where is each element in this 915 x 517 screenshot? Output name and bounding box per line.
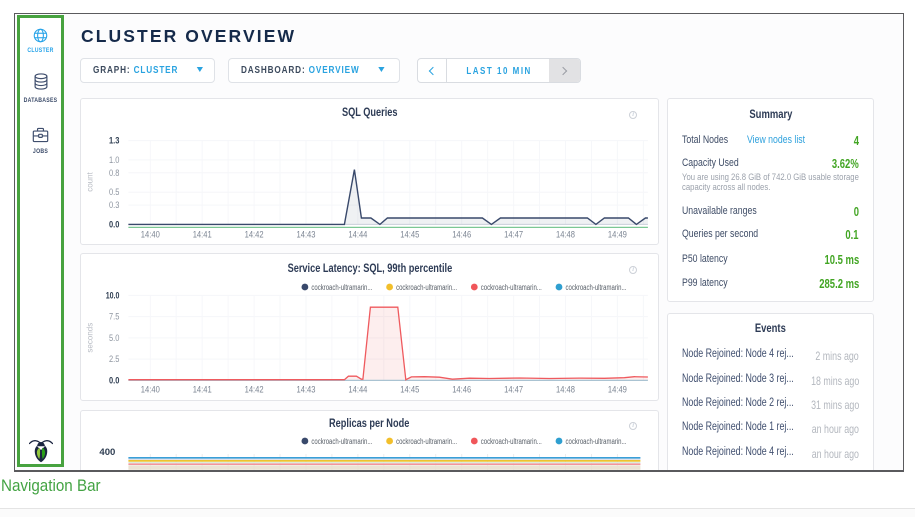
svg-text:cockroach-ultramarin...: cockroach-ultramarin...	[396, 283, 457, 292]
svg-text:14:40: 14:40	[141, 229, 160, 240]
svg-text:400: 400	[99, 447, 115, 458]
svg-text:count: count	[85, 171, 94, 191]
svg-text:14:45: 14:45	[400, 384, 419, 395]
svg-text:14:42: 14:42	[245, 384, 264, 395]
svg-text:cockroach-ultramarin...: cockroach-ultramarin...	[311, 283, 372, 292]
svg-text:14:47: 14:47	[504, 384, 523, 395]
svg-text:0.3: 0.3	[109, 200, 119, 211]
svg-text:cockroach-ultramarin...: cockroach-ultramarin...	[566, 437, 627, 446]
svg-text:14:49: 14:49	[608, 229, 627, 240]
svg-text:cockroach-ultramarin...: cockroach-ultramarin...	[481, 437, 542, 446]
svg-text:14:45: 14:45	[400, 229, 419, 240]
svg-text:cockroach-ultramarin...: cockroach-ultramarin...	[566, 283, 627, 292]
svg-text:cockroach-ultramarin...: cockroach-ultramarin...	[481, 283, 542, 292]
svg-text:14:44: 14:44	[348, 384, 367, 395]
svg-text:14:48: 14:48	[556, 229, 575, 240]
svg-text:0.5: 0.5	[109, 187, 119, 198]
svg-text:1.3: 1.3	[109, 135, 119, 146]
svg-text:cockroach-ultramarin...: cockroach-ultramarin...	[311, 437, 372, 446]
svg-text:14:47: 14:47	[504, 229, 523, 240]
svg-text:10.0: 10.0	[106, 290, 120, 301]
svg-text:2.5: 2.5	[109, 354, 119, 365]
svg-text:14:49: 14:49	[608, 384, 627, 395]
svg-text:14:41: 14:41	[193, 384, 212, 395]
svg-text:1.0: 1.0	[109, 154, 119, 165]
svg-text:14:43: 14:43	[297, 384, 316, 395]
svg-text:7.5: 7.5	[109, 311, 119, 322]
svg-text:5.0: 5.0	[109, 333, 119, 344]
svg-text:14:46: 14:46	[452, 384, 471, 395]
svg-text:14:40: 14:40	[141, 384, 160, 395]
svg-text:14:41: 14:41	[193, 229, 212, 240]
svg-text:14:42: 14:42	[245, 229, 264, 240]
svg-text:14:43: 14:43	[297, 229, 316, 240]
svg-text:cockroach-ultramarin...: cockroach-ultramarin...	[396, 437, 457, 446]
svg-text:14:44: 14:44	[348, 229, 367, 240]
svg-text:14:46: 14:46	[452, 229, 471, 240]
svg-text:seconds: seconds	[85, 323, 94, 353]
svg-text:0.8: 0.8	[109, 167, 119, 178]
svg-text:0.0: 0.0	[109, 375, 119, 386]
svg-text:14:48: 14:48	[556, 384, 575, 395]
svg-text:0.0: 0.0	[109, 219, 119, 230]
